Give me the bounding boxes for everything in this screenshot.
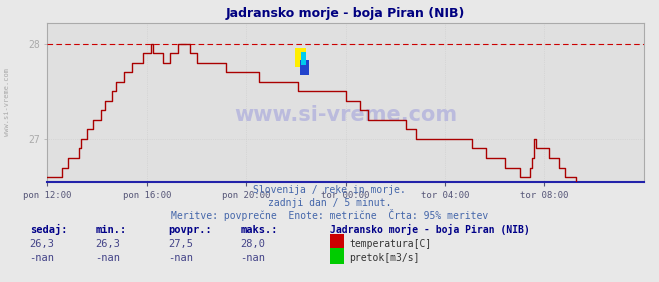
Text: 27,5: 27,5	[168, 239, 193, 249]
Text: 26,3: 26,3	[96, 239, 121, 249]
Text: -nan: -nan	[168, 253, 193, 263]
Text: pretok[m3/s]: pretok[m3/s]	[349, 253, 420, 263]
Text: -nan: -nan	[96, 253, 121, 263]
Text: www.si-vreme.com: www.si-vreme.com	[234, 105, 457, 125]
FancyBboxPatch shape	[301, 52, 306, 65]
Text: Jadransko morje - boja Piran (NIB): Jadransko morje - boja Piran (NIB)	[330, 224, 529, 235]
Text: sedaj:: sedaj:	[30, 224, 67, 235]
Title: Jadransko morje - boja Piran (NIB): Jadransko morje - boja Piran (NIB)	[226, 7, 465, 20]
Text: maks.:: maks.:	[241, 225, 278, 235]
Text: min.:: min.:	[96, 225, 127, 235]
Text: 28,0: 28,0	[241, 239, 266, 249]
Text: temperatura[C]: temperatura[C]	[349, 239, 432, 249]
Text: Slovenija / reke in morje.: Slovenija / reke in morje.	[253, 185, 406, 195]
Text: www.si-vreme.com: www.si-vreme.com	[3, 67, 10, 136]
Text: zadnji dan / 5 minut.: zadnji dan / 5 minut.	[268, 199, 391, 208]
Text: Meritve: povprečne  Enote: metrične  Črta: 95% meritev: Meritve: povprečne Enote: metrične Črta:…	[171, 209, 488, 221]
Text: -nan: -nan	[30, 253, 55, 263]
Text: 26,3: 26,3	[30, 239, 55, 249]
FancyBboxPatch shape	[301, 60, 309, 75]
FancyBboxPatch shape	[295, 48, 306, 67]
Text: -nan: -nan	[241, 253, 266, 263]
Text: povpr.:: povpr.:	[168, 225, 212, 235]
